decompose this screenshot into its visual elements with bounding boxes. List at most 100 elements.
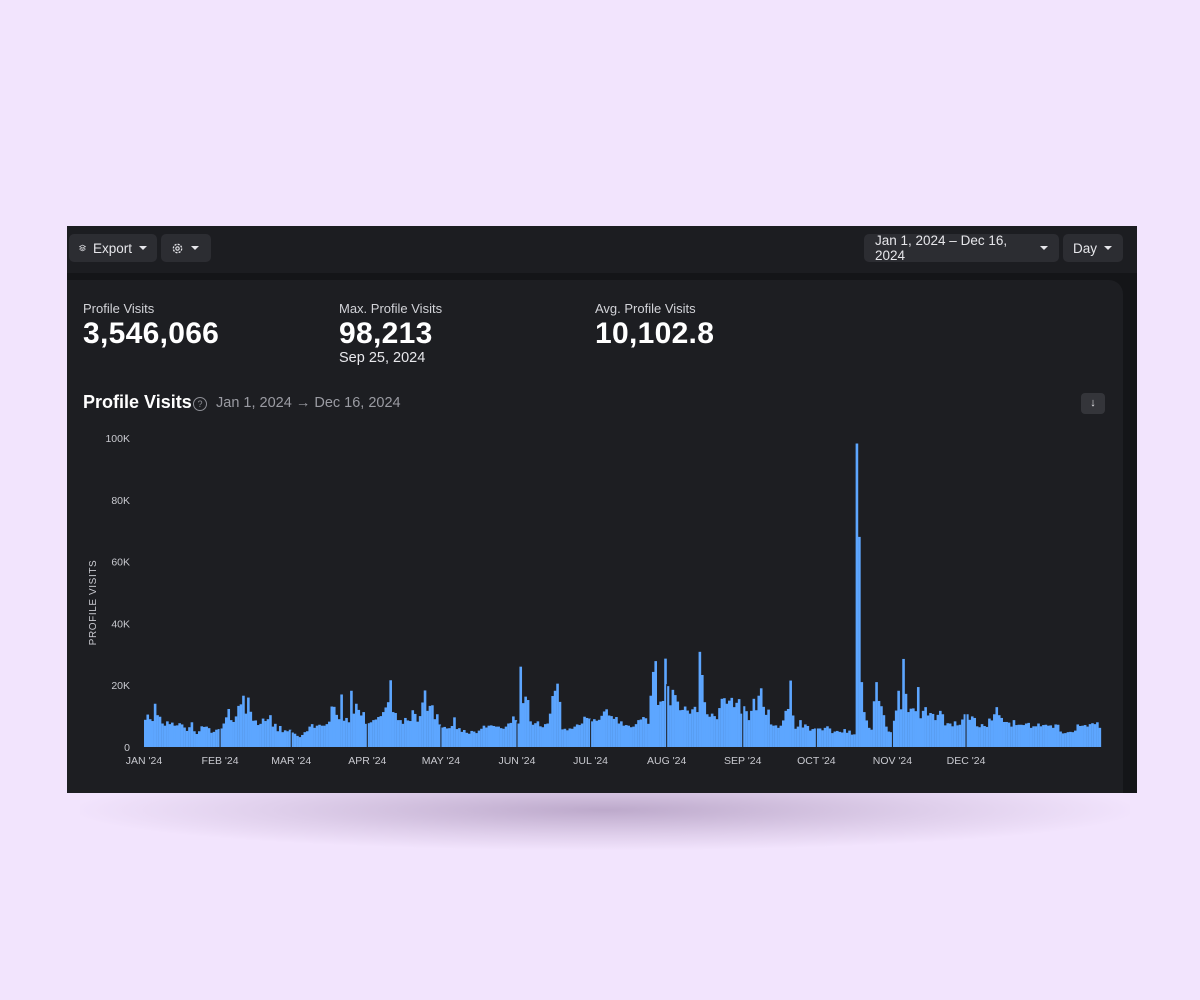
bar[interactable] <box>656 704 660 747</box>
bar[interactable] <box>713 716 716 747</box>
bar[interactable] <box>975 726 979 747</box>
bar[interactable] <box>732 707 736 747</box>
bar[interactable] <box>440 727 444 747</box>
bar[interactable] <box>330 706 334 747</box>
bar[interactable] <box>588 718 591 747</box>
bar[interactable] <box>995 707 999 747</box>
bar[interactable] <box>848 730 851 747</box>
bar[interactable] <box>821 730 824 747</box>
bar[interactable] <box>750 710 753 747</box>
bar[interactable] <box>367 723 370 747</box>
bar[interactable] <box>710 713 714 747</box>
bar[interactable] <box>163 725 167 747</box>
bar[interactable] <box>939 710 942 747</box>
bar[interactable] <box>688 713 692 747</box>
bar[interactable] <box>170 722 174 747</box>
bar[interactable] <box>347 722 351 747</box>
bar[interactable] <box>696 712 699 747</box>
bar[interactable] <box>1015 725 1018 747</box>
bar[interactable] <box>961 719 964 748</box>
bar[interactable] <box>259 723 262 747</box>
bar[interactable] <box>880 706 883 747</box>
bar[interactable] <box>1034 726 1038 747</box>
bar[interactable] <box>607 715 611 747</box>
bar[interactable] <box>543 724 547 747</box>
bar[interactable] <box>804 724 807 747</box>
bar[interactable] <box>217 729 221 747</box>
bar[interactable] <box>509 722 513 747</box>
bar[interactable] <box>185 730 189 747</box>
bar[interactable] <box>482 725 486 747</box>
bar[interactable] <box>188 727 191 747</box>
bar[interactable] <box>215 729 218 747</box>
bar[interactable] <box>612 718 616 747</box>
bar[interactable] <box>274 723 277 747</box>
bar[interactable] <box>443 726 446 747</box>
bar[interactable] <box>161 723 164 747</box>
bar[interactable] <box>548 713 552 747</box>
bar[interactable] <box>627 725 631 747</box>
bar[interactable] <box>477 730 481 747</box>
bar[interactable] <box>664 658 667 747</box>
bar[interactable] <box>659 701 662 747</box>
bar[interactable] <box>889 732 893 747</box>
bar[interactable] <box>772 725 775 747</box>
bar[interactable] <box>521 703 525 747</box>
bar[interactable] <box>774 725 778 747</box>
bar[interactable] <box>492 725 496 747</box>
bar[interactable] <box>254 720 258 747</box>
bar[interactable] <box>502 728 505 747</box>
bar[interactable] <box>757 695 761 747</box>
bar[interactable] <box>418 716 422 747</box>
bar[interactable] <box>1064 733 1067 747</box>
bar[interactable] <box>683 706 687 747</box>
bar[interactable] <box>1029 727 1033 747</box>
bar[interactable] <box>725 703 729 747</box>
bar[interactable] <box>325 724 329 747</box>
bar[interactable] <box>813 728 817 747</box>
bar[interactable] <box>210 732 213 747</box>
bar[interactable] <box>205 726 208 747</box>
bar[interactable] <box>234 716 238 747</box>
bar[interactable] <box>202 726 206 747</box>
bar[interactable] <box>1012 720 1016 747</box>
bar[interactable] <box>539 726 542 747</box>
bar[interactable] <box>752 698 756 747</box>
bar[interactable] <box>916 687 920 747</box>
bar[interactable] <box>637 720 640 747</box>
bar[interactable] <box>242 695 245 747</box>
bar[interactable] <box>546 723 550 747</box>
bar[interactable] <box>340 694 343 747</box>
bar[interactable] <box>359 715 363 747</box>
bar[interactable] <box>301 734 304 747</box>
bar[interactable] <box>642 717 645 747</box>
bar[interactable] <box>531 724 535 747</box>
bar[interactable] <box>973 717 976 747</box>
bar[interactable] <box>485 727 488 747</box>
bar[interactable] <box>730 697 734 747</box>
bar[interactable] <box>705 714 709 747</box>
bar[interactable] <box>529 721 532 747</box>
bar[interactable] <box>799 720 802 747</box>
bar[interactable] <box>151 721 154 747</box>
bar[interactable] <box>615 717 618 747</box>
bar[interactable] <box>894 710 898 747</box>
granularity-select[interactable]: Day <box>1063 234 1123 262</box>
bar[interactable] <box>850 734 854 747</box>
bar[interactable] <box>686 710 689 747</box>
bar[interactable] <box>271 726 275 747</box>
bar[interactable] <box>293 733 297 747</box>
bar[interactable] <box>914 711 918 747</box>
bar[interactable] <box>892 720 896 747</box>
bar[interactable] <box>936 714 940 747</box>
bar[interactable] <box>610 716 613 747</box>
bar[interactable] <box>465 732 469 747</box>
bar[interactable] <box>458 728 461 747</box>
bar[interactable] <box>224 717 228 747</box>
bar[interactable] <box>983 725 986 747</box>
bar[interactable] <box>516 723 520 747</box>
bar[interactable] <box>858 536 861 747</box>
bar[interactable] <box>453 717 456 747</box>
bar[interactable] <box>480 728 483 747</box>
bar[interactable] <box>639 719 643 748</box>
